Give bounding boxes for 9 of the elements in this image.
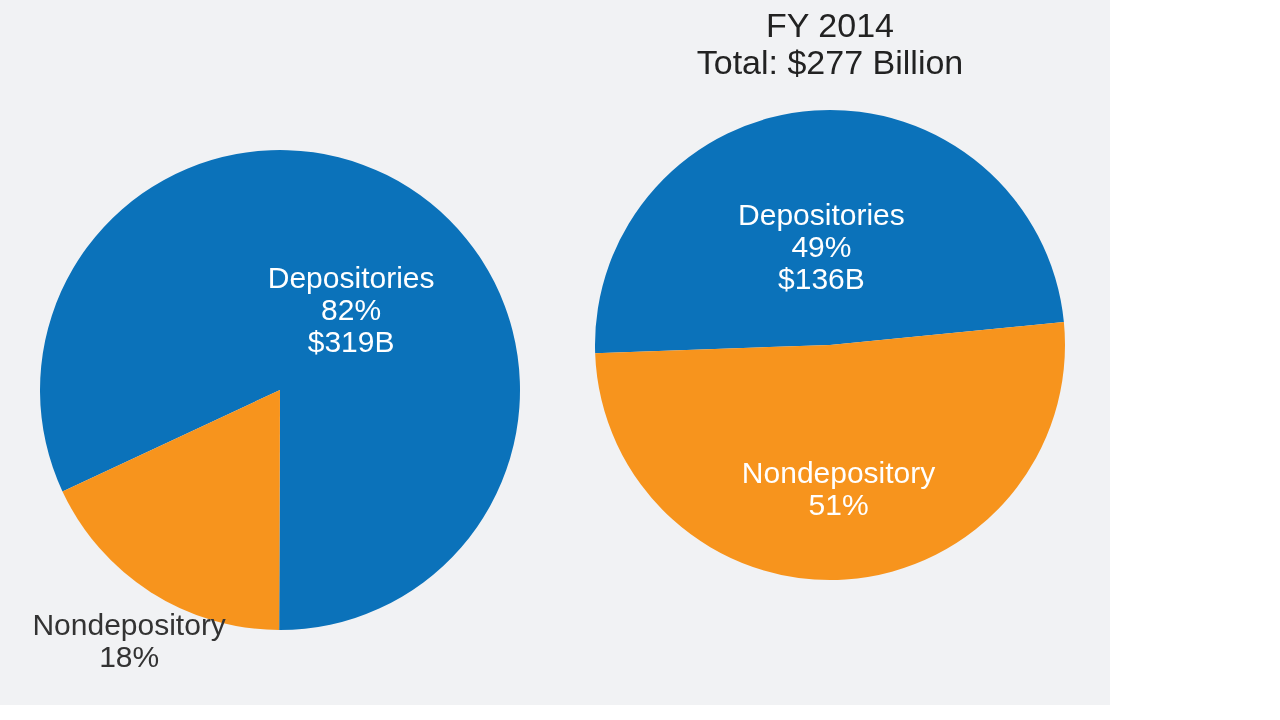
pie-slice	[595, 322, 1065, 580]
chart-subtitle: Total: $277 Billion	[696, 43, 964, 81]
slice-label: Depositories	[738, 198, 905, 232]
slice-label: Depositories	[267, 260, 435, 294]
chart-title: FY 2014	[766, 6, 894, 44]
slice-label: Nondepository	[741, 455, 936, 489]
slice-label: Nondepository	[32, 607, 226, 641]
pie-slice	[595, 110, 1064, 354]
data-label: 49% $136B	[778, 230, 865, 296]
